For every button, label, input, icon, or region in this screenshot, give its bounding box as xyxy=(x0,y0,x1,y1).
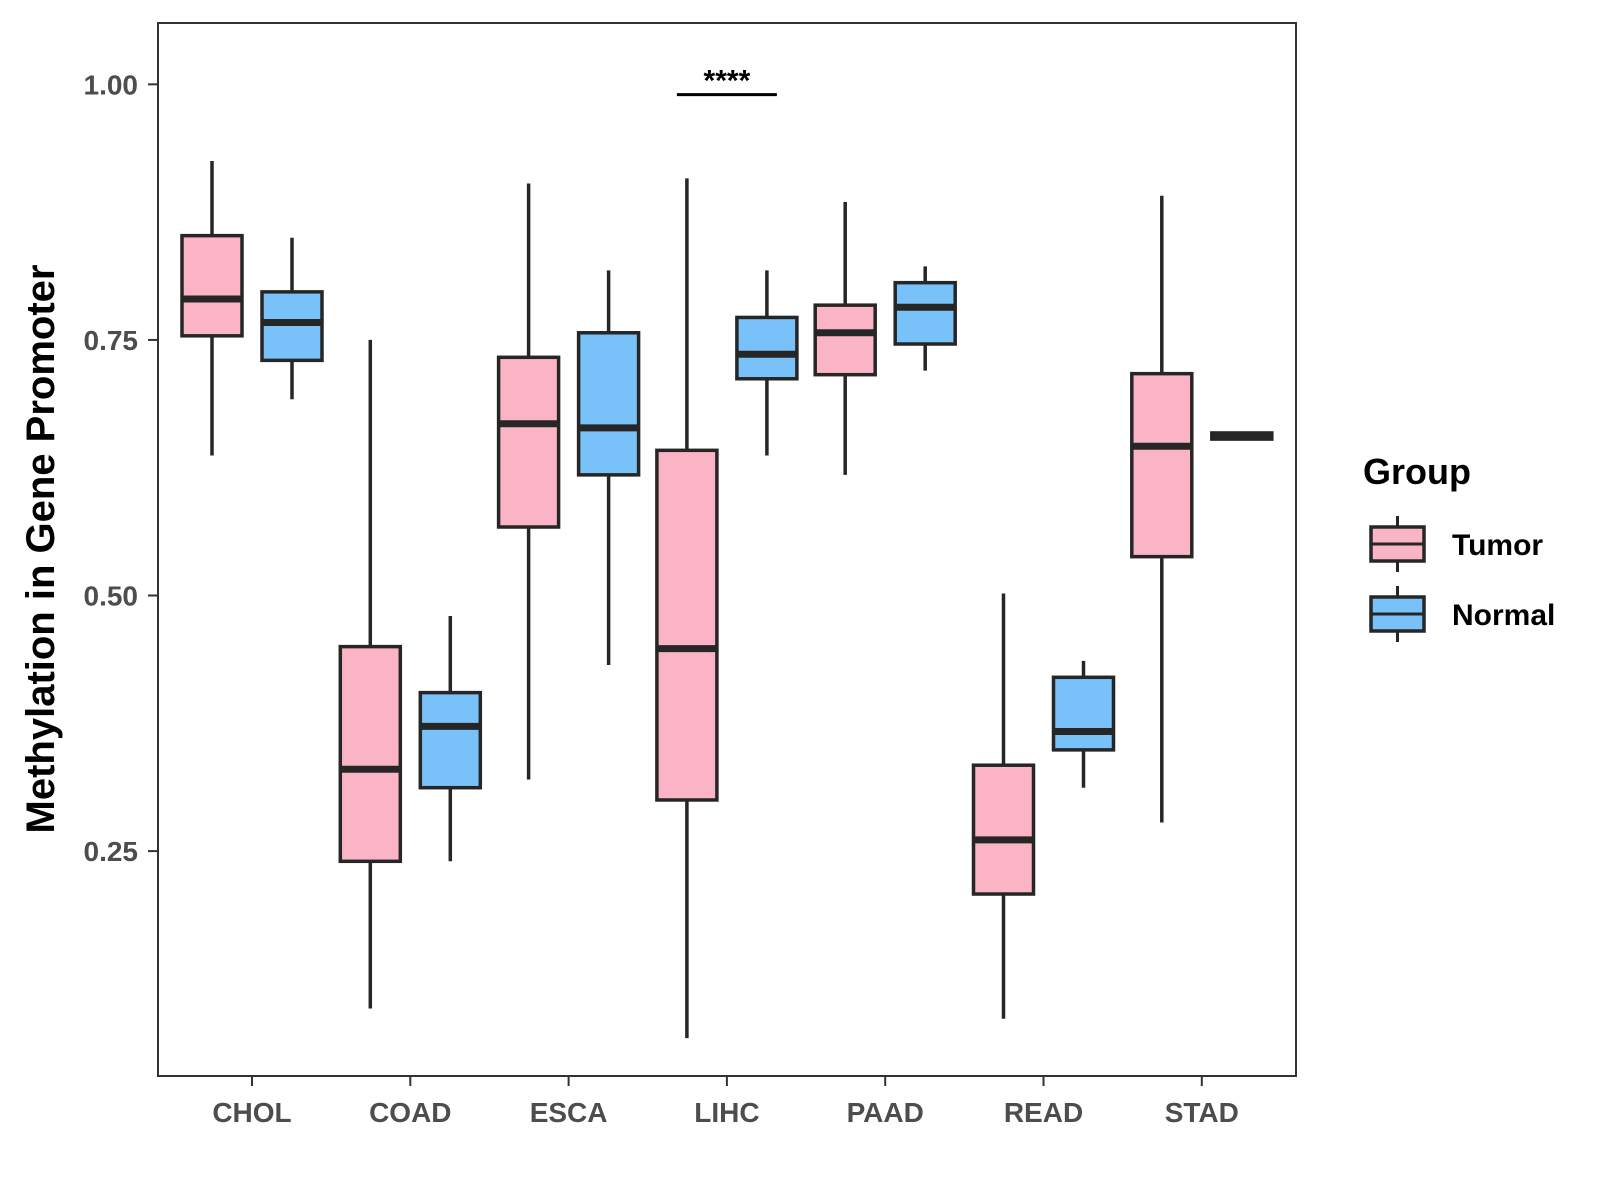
x-tick-label: ESCA xyxy=(530,1097,608,1128)
box-tumor-read xyxy=(971,593,1036,1019)
box-normal-chol xyxy=(260,237,324,400)
legend-title: Group xyxy=(1363,451,1471,492)
box-tumor-coad xyxy=(338,339,403,1009)
legend-label-tumor: Tumor xyxy=(1452,529,1543,562)
box-tumor-paad xyxy=(813,201,877,475)
box-body xyxy=(260,290,324,363)
legend-key-tumor xyxy=(1369,516,1426,572)
box-tumor-esca xyxy=(496,183,561,780)
legend-key-normal xyxy=(1369,586,1426,642)
plot-area: **** xyxy=(180,65,1274,1039)
y-tick-label: 0.75 xyxy=(84,325,139,356)
box-normal-paad xyxy=(893,266,957,371)
x-tick-label: STAD xyxy=(1165,1097,1239,1128)
box-tumor-stad xyxy=(1130,195,1194,823)
x-tick-label: COAD xyxy=(369,1097,451,1128)
y-axis-title: Methylation in Gene Promoter xyxy=(19,265,63,834)
x-tick-label: PAAD xyxy=(847,1097,924,1128)
legend-label-normal: Normal xyxy=(1452,599,1555,632)
x-tick-label: LIHC xyxy=(694,1097,759,1128)
box-normal-coad xyxy=(418,615,483,862)
significance-label: **** xyxy=(704,65,751,98)
box-body xyxy=(576,331,641,477)
box-body xyxy=(496,355,561,529)
axes: 0.25 0.50 0.75 1.00 CHOL COAD ESCA LIHC PAAD READ… xyxy=(84,69,1239,1128)
box-body xyxy=(418,690,483,790)
box-normal-stad xyxy=(1210,431,1274,441)
box-body xyxy=(180,233,244,338)
y-tick-label: 0.25 xyxy=(84,836,139,867)
box-normal-read xyxy=(1051,660,1116,788)
y-tick-label: 0.50 xyxy=(84,581,139,612)
box-body xyxy=(813,303,877,377)
box-body xyxy=(893,280,957,346)
box-body xyxy=(1130,371,1194,559)
x-tick-label: READ xyxy=(1004,1097,1083,1128)
y-tick-label: 1.00 xyxy=(84,69,139,100)
box-body xyxy=(971,763,1036,896)
box-normal-esca xyxy=(576,270,641,666)
box-tumor-lihc xyxy=(655,178,719,1039)
legend: Group Tumor Normal xyxy=(1363,451,1555,642)
box-body xyxy=(338,644,403,864)
box-body xyxy=(655,448,719,802)
box-normal-lihc xyxy=(735,270,799,456)
x-tick-label: CHOL xyxy=(212,1097,291,1128)
box-body xyxy=(735,315,799,381)
box-tumor-chol xyxy=(180,161,244,456)
box-body xyxy=(1051,675,1116,752)
